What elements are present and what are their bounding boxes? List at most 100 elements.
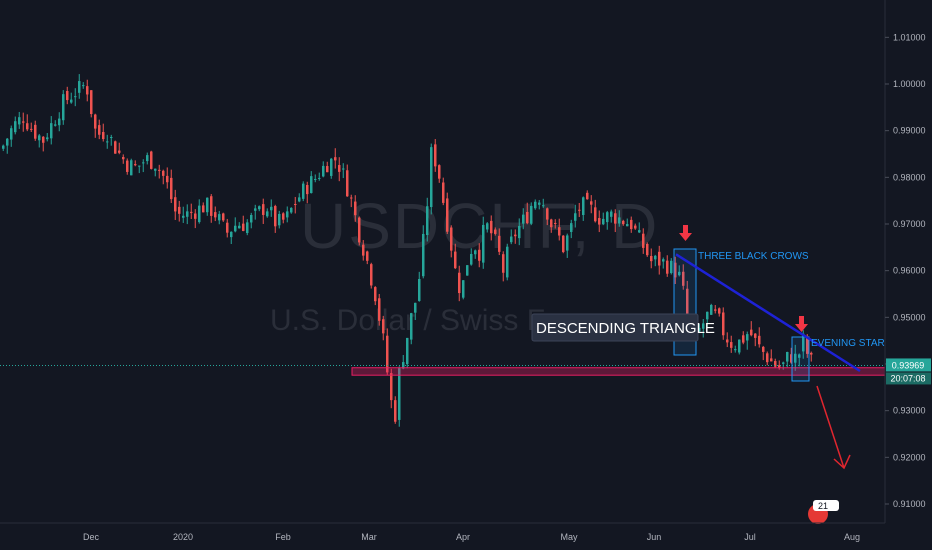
candle-body <box>754 333 757 338</box>
candle-body <box>578 209 581 211</box>
candle-body <box>62 94 65 121</box>
candle-body <box>346 170 349 197</box>
candle-body <box>382 319 385 334</box>
candle-body <box>462 280 465 298</box>
candle-body <box>414 302 417 313</box>
candle-body <box>570 223 573 232</box>
candle-body <box>470 253 473 265</box>
candle-body <box>554 222 557 224</box>
candle-body <box>766 353 769 363</box>
candle-body <box>110 137 113 139</box>
candle-body <box>558 227 561 236</box>
candle-body <box>426 206 429 236</box>
candle-body <box>758 335 761 345</box>
candle-body <box>174 197 177 212</box>
candle-body <box>18 117 21 125</box>
descending-triangle-label: DESCENDING TRIANGLE <box>536 320 715 337</box>
candle-body <box>222 213 225 221</box>
candle-body <box>590 201 593 205</box>
projection-arrow <box>816 385 851 470</box>
candle-body <box>258 206 261 210</box>
candle-body <box>122 157 125 160</box>
candle-body <box>654 255 657 260</box>
candle-body <box>586 192 589 200</box>
candle-body <box>482 224 485 263</box>
candle-body <box>178 206 181 214</box>
price-tick-label: 1.01000 <box>893 32 926 42</box>
candle-body <box>610 211 613 217</box>
time-tick-label: May <box>560 532 578 542</box>
time-tick-label: Mar <box>361 532 377 542</box>
candle-body <box>206 197 209 213</box>
candle-body <box>66 91 69 101</box>
candle-body <box>682 271 685 286</box>
price-tick-label: 0.96000 <box>893 266 926 276</box>
time-tick-label: Dec <box>83 532 100 542</box>
candle-body <box>22 121 25 123</box>
candle-body <box>474 250 477 255</box>
candle-body <box>126 160 129 172</box>
candle-body <box>54 124 57 126</box>
price-tick-label: 0.91000 <box>893 499 926 509</box>
candle-body <box>298 197 301 202</box>
candle-body <box>194 213 197 219</box>
candle-body <box>562 235 565 253</box>
descending-triangle-box <box>531 313 699 342</box>
price-tick-label: 0.95000 <box>893 312 926 322</box>
candle-body <box>722 312 725 336</box>
candle-body <box>798 354 801 358</box>
candle-body <box>542 205 545 207</box>
candle-body <box>46 137 49 140</box>
candle-body <box>730 342 733 348</box>
candle-body <box>438 165 441 179</box>
candle-body <box>138 165 141 167</box>
candle-body <box>282 213 285 220</box>
candle-body <box>102 132 105 140</box>
candle-body <box>134 164 137 166</box>
candle-body <box>506 246 509 278</box>
candle-body <box>522 214 525 224</box>
candle-body <box>218 214 221 221</box>
candle-body <box>606 212 609 223</box>
evening-star-marker <box>795 316 808 332</box>
candle-body <box>670 260 673 274</box>
candle-body <box>234 225 237 232</box>
candle-body <box>574 213 577 221</box>
candle-body <box>646 243 649 256</box>
candle-body <box>278 213 281 226</box>
candle-body <box>162 170 165 176</box>
candle-body <box>630 219 633 230</box>
candle-body <box>106 141 109 143</box>
candle-body <box>342 168 345 170</box>
candle-body <box>406 337 409 365</box>
candle-body <box>50 123 53 139</box>
candle-body <box>374 287 377 302</box>
candle-body <box>566 235 569 251</box>
candle-body <box>618 217 621 224</box>
candle-body <box>170 177 173 200</box>
candle-body <box>650 255 653 262</box>
time-axis: Dec 2020 Feb Mar Apr May Jun Jul Aug <box>83 532 860 542</box>
candle-body <box>10 128 13 140</box>
candle-body <box>86 86 89 95</box>
candle-body <box>362 244 365 256</box>
candle-body <box>318 177 321 179</box>
candle-body <box>394 400 397 422</box>
candle-body <box>118 150 121 153</box>
candle-body <box>490 220 493 234</box>
candle-body <box>14 121 17 133</box>
candle-body <box>534 201 537 209</box>
candle-body <box>794 353 797 363</box>
candle-body <box>94 114 97 129</box>
time-tick-label: Aug <box>844 532 860 542</box>
candle-body <box>518 225 521 239</box>
candle-body <box>190 211 193 213</box>
candle-body <box>30 128 33 130</box>
candle-body <box>294 204 297 206</box>
candle-body <box>422 233 425 277</box>
candle-body <box>306 185 309 195</box>
candle-body <box>786 351 789 362</box>
candle-body <box>354 201 357 216</box>
candle-body <box>410 313 413 340</box>
